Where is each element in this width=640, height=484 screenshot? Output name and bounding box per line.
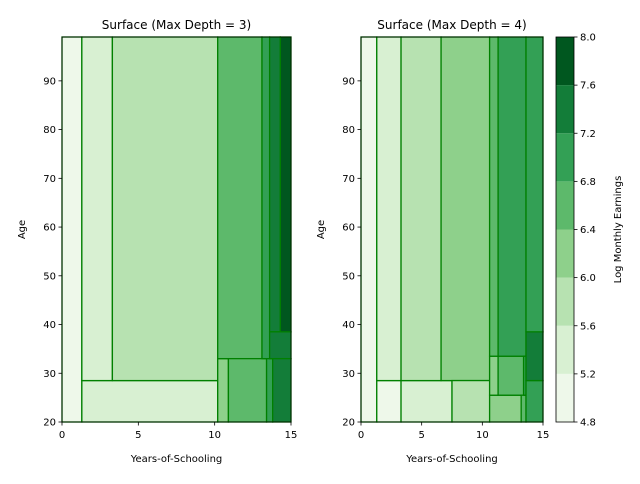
colorbar-tick-label: 6.8 (580, 177, 596, 188)
contour-region (520, 394, 527, 423)
contour-region (265, 357, 274, 423)
contour-region (440, 36, 491, 382)
contour-region (81, 36, 114, 382)
y-tick-label: 50 (342, 271, 355, 282)
y-tick-label: 90 (342, 76, 355, 87)
contour-regions (360, 36, 544, 423)
x-axis-ticks: 0 5 10 15 (59, 422, 298, 441)
contour-region (525, 36, 544, 333)
x-axis-ticks: 0 5 10 15 (358, 422, 550, 441)
y-tick-label: 20 (342, 418, 355, 429)
x-tick-label: 0 (59, 430, 65, 441)
y-tick-label: 20 (43, 418, 56, 429)
contour-region (488, 394, 522, 423)
colorbar-band (556, 325, 574, 374)
colorbar-tick-label: 8.0 (580, 33, 596, 44)
colorbar-tick-label: 6.0 (580, 273, 596, 284)
colorbar-label: Log Monthly Earnings (613, 176, 624, 284)
contour-region (279, 36, 292, 333)
colorbar-tick-label: 5.6 (580, 321, 596, 332)
contour-region (376, 36, 402, 382)
contour-region (217, 357, 230, 423)
colorbar-band (556, 229, 574, 278)
contour-region (497, 36, 527, 357)
y-tick-label: 60 (43, 223, 56, 234)
x-tick-label: 15 (537, 430, 550, 441)
colorbar-tick-label: 4.8 (580, 418, 596, 429)
colorbar-band (556, 373, 574, 422)
colorbar-band (556, 37, 574, 86)
colorbar-tick-label: 7.6 (580, 81, 596, 92)
contour-region (272, 357, 292, 423)
y-axis-label: Age (17, 220, 28, 239)
contour-region (217, 36, 263, 360)
y-tick-label: 80 (342, 125, 355, 136)
y-tick-label: 80 (43, 125, 56, 136)
x-tick-label: 15 (285, 430, 298, 441)
contour-region (488, 36, 499, 357)
y-tick-label: 70 (342, 174, 355, 185)
colorbar-tick-label: 7.2 (580, 129, 596, 140)
x-tick-label: 0 (358, 430, 364, 441)
plot-frame (61, 36, 292, 423)
plot-frame (360, 36, 544, 423)
colorbar-band (556, 181, 574, 230)
contour-region (525, 331, 544, 382)
colorbar-bands (556, 37, 574, 422)
colorbar-tick-label: 6.4 (580, 225, 596, 236)
colorbar-ticks: 4.8 5.2 5.6 6.0 6.4 6.8 7.2 7.6 8.0 (574, 33, 596, 429)
contour-region (111, 36, 219, 382)
panel-max-depth-3: 0 5 10 15 20 30 40 50 60 70 80 90 Surface (Max Dep… (17, 18, 297, 465)
panel-max-depth-4: 0 5 10 15 20 30 40 50 60 70 80 90 Surface (Max Dep… (316, 18, 549, 465)
x-axis-label: Years-of-Schooling (130, 454, 223, 465)
x-tick-label: 5 (418, 430, 424, 441)
y-axis-ticks: 20 30 40 50 60 70 80 90 (342, 76, 361, 429)
colorbar-band (556, 133, 574, 182)
contour-region (488, 355, 499, 396)
colorbar: 4.8 5.2 5.6 6.0 6.4 6.8 7.2 7.6 8.0 Log Monthly … (555, 33, 624, 429)
contour-region (400, 379, 453, 423)
x-axis-label: Years-of-Schooling (405, 454, 498, 465)
y-tick-label: 50 (43, 271, 56, 282)
colorbar-band (556, 85, 574, 134)
panel-title: Surface (Max Depth = 3) (102, 18, 251, 32)
contour-region (525, 379, 544, 423)
colorbar-tick-label: 5.2 (580, 369, 596, 380)
contour-region (360, 36, 378, 423)
y-tick-label: 60 (342, 223, 355, 234)
y-axis-ticks: 20 30 40 50 60 70 80 90 (43, 76, 62, 429)
contour-region (376, 379, 402, 423)
contour-region (227, 357, 268, 423)
contour-region (261, 36, 271, 360)
x-tick-label: 10 (208, 430, 221, 441)
contour-region (497, 355, 525, 396)
y-tick-label: 30 (43, 369, 56, 380)
y-tick-label: 70 (43, 174, 56, 185)
contour-region (451, 379, 491, 423)
contour-region (81, 379, 219, 423)
y-axis-label: Age (316, 220, 327, 239)
colorbar-band (556, 277, 574, 326)
panel-title: Surface (Max Depth = 4) (377, 18, 526, 32)
contour-region (268, 36, 281, 333)
contour-region (400, 36, 442, 382)
x-tick-label: 10 (476, 430, 489, 441)
contour-region (268, 331, 292, 360)
x-tick-label: 5 (135, 430, 141, 441)
y-tick-label: 40 (43, 320, 56, 331)
y-tick-label: 30 (342, 369, 355, 380)
contour-regions (61, 36, 292, 423)
y-tick-label: 40 (342, 320, 355, 331)
y-tick-label: 90 (43, 76, 56, 87)
contour-region (61, 36, 83, 423)
